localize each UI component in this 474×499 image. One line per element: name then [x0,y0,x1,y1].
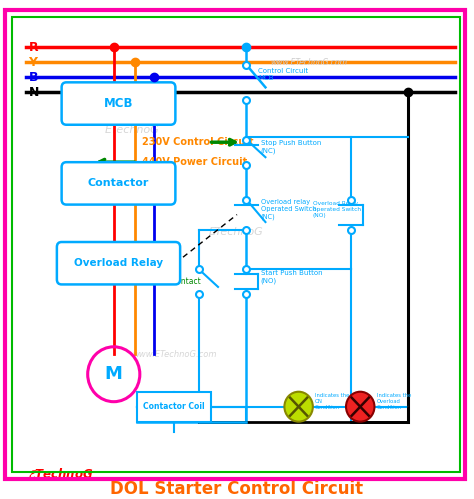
Text: www.ETechnoG.com: www.ETechnoG.com [133,350,217,359]
Text: Control Circuit
MCB: Control Circuit MCB [258,68,309,81]
Text: DOL Starter Control Circuit: DOL Starter Control Circuit [110,480,364,498]
Circle shape [284,392,313,422]
Text: R: R [28,41,38,54]
Text: Contactor: Contactor [88,178,149,189]
FancyBboxPatch shape [62,162,175,205]
Text: ETechnoG: ETechnoG [104,125,159,135]
Text: Start Push Button
(NO): Start Push Button (NO) [261,270,322,284]
Text: 440V Power Circuit: 440V Power Circuit [142,157,247,167]
Text: Indicates the
ON
Condition: Indicates the ON Condition [315,393,350,410]
Text: MCB: MCB [104,97,133,110]
Text: Overload relay
Operated Switch
(NC): Overload relay Operated Switch (NC) [261,199,316,220]
FancyBboxPatch shape [57,242,180,284]
Circle shape [346,392,374,422]
Text: Contactor Coil: Contactor Coil [143,402,205,411]
Text: B: B [28,71,38,84]
FancyBboxPatch shape [137,392,211,422]
Text: Indicates the
Overload
Condition: Indicates the Overload Condition [377,393,411,410]
Text: Y: Y [28,56,37,69]
Text: N: N [28,86,39,99]
Text: ETechnoG: ETechnoG [209,227,264,237]
FancyBboxPatch shape [62,82,175,125]
Text: Overload Relay: Overload Relay [74,258,163,268]
Text: $\mathcal{E}$TechnoG: $\mathcal{E}$TechnoG [28,467,94,481]
Text: 230V Control Circuit: 230V Control Circuit [142,137,254,147]
Text: www.ETechnoG.com: www.ETechnoG.com [270,58,347,67]
Text: Hold ON Contact: Hold ON Contact [137,277,201,286]
Text: M: M [105,365,123,383]
Text: Stop Push Button
(NC): Stop Push Button (NC) [261,140,321,154]
Text: Overload Relay
operated Switch
(NO): Overload Relay operated Switch (NO) [313,201,361,218]
